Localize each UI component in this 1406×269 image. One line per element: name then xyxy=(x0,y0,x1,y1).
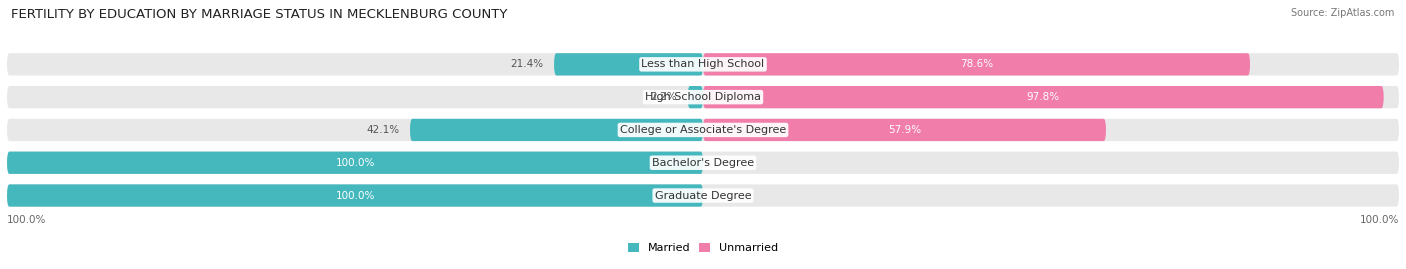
Text: 97.8%: 97.8% xyxy=(1026,92,1060,102)
Text: 78.6%: 78.6% xyxy=(960,59,993,69)
Legend: Married, Unmarried: Married, Unmarried xyxy=(623,239,783,258)
Text: 42.1%: 42.1% xyxy=(367,125,399,135)
FancyBboxPatch shape xyxy=(7,86,1399,108)
FancyBboxPatch shape xyxy=(554,53,703,76)
Text: 57.9%: 57.9% xyxy=(889,125,921,135)
FancyBboxPatch shape xyxy=(7,53,1399,76)
Text: Bachelor's Degree: Bachelor's Degree xyxy=(652,158,754,168)
FancyBboxPatch shape xyxy=(7,119,1399,141)
FancyBboxPatch shape xyxy=(703,86,1384,108)
FancyBboxPatch shape xyxy=(703,119,1107,141)
FancyBboxPatch shape xyxy=(7,152,1399,174)
FancyBboxPatch shape xyxy=(7,184,703,207)
Text: Source: ZipAtlas.com: Source: ZipAtlas.com xyxy=(1291,8,1395,18)
Text: FERTILITY BY EDUCATION BY MARRIAGE STATUS IN MECKLENBURG COUNTY: FERTILITY BY EDUCATION BY MARRIAGE STATU… xyxy=(11,8,508,21)
FancyBboxPatch shape xyxy=(411,119,703,141)
Text: 100.0%: 100.0% xyxy=(335,190,375,200)
Text: 100.0%: 100.0% xyxy=(1360,215,1399,225)
FancyBboxPatch shape xyxy=(703,53,1250,76)
Text: 100.0%: 100.0% xyxy=(7,215,46,225)
Text: 2.2%: 2.2% xyxy=(651,92,678,102)
Text: Graduate Degree: Graduate Degree xyxy=(655,190,751,200)
Text: 21.4%: 21.4% xyxy=(510,59,544,69)
FancyBboxPatch shape xyxy=(7,184,1399,207)
Text: Less than High School: Less than High School xyxy=(641,59,765,69)
FancyBboxPatch shape xyxy=(7,152,703,174)
Text: 100.0%: 100.0% xyxy=(335,158,375,168)
Text: College or Associate's Degree: College or Associate's Degree xyxy=(620,125,786,135)
Text: High School Diploma: High School Diploma xyxy=(645,92,761,102)
FancyBboxPatch shape xyxy=(688,86,703,108)
